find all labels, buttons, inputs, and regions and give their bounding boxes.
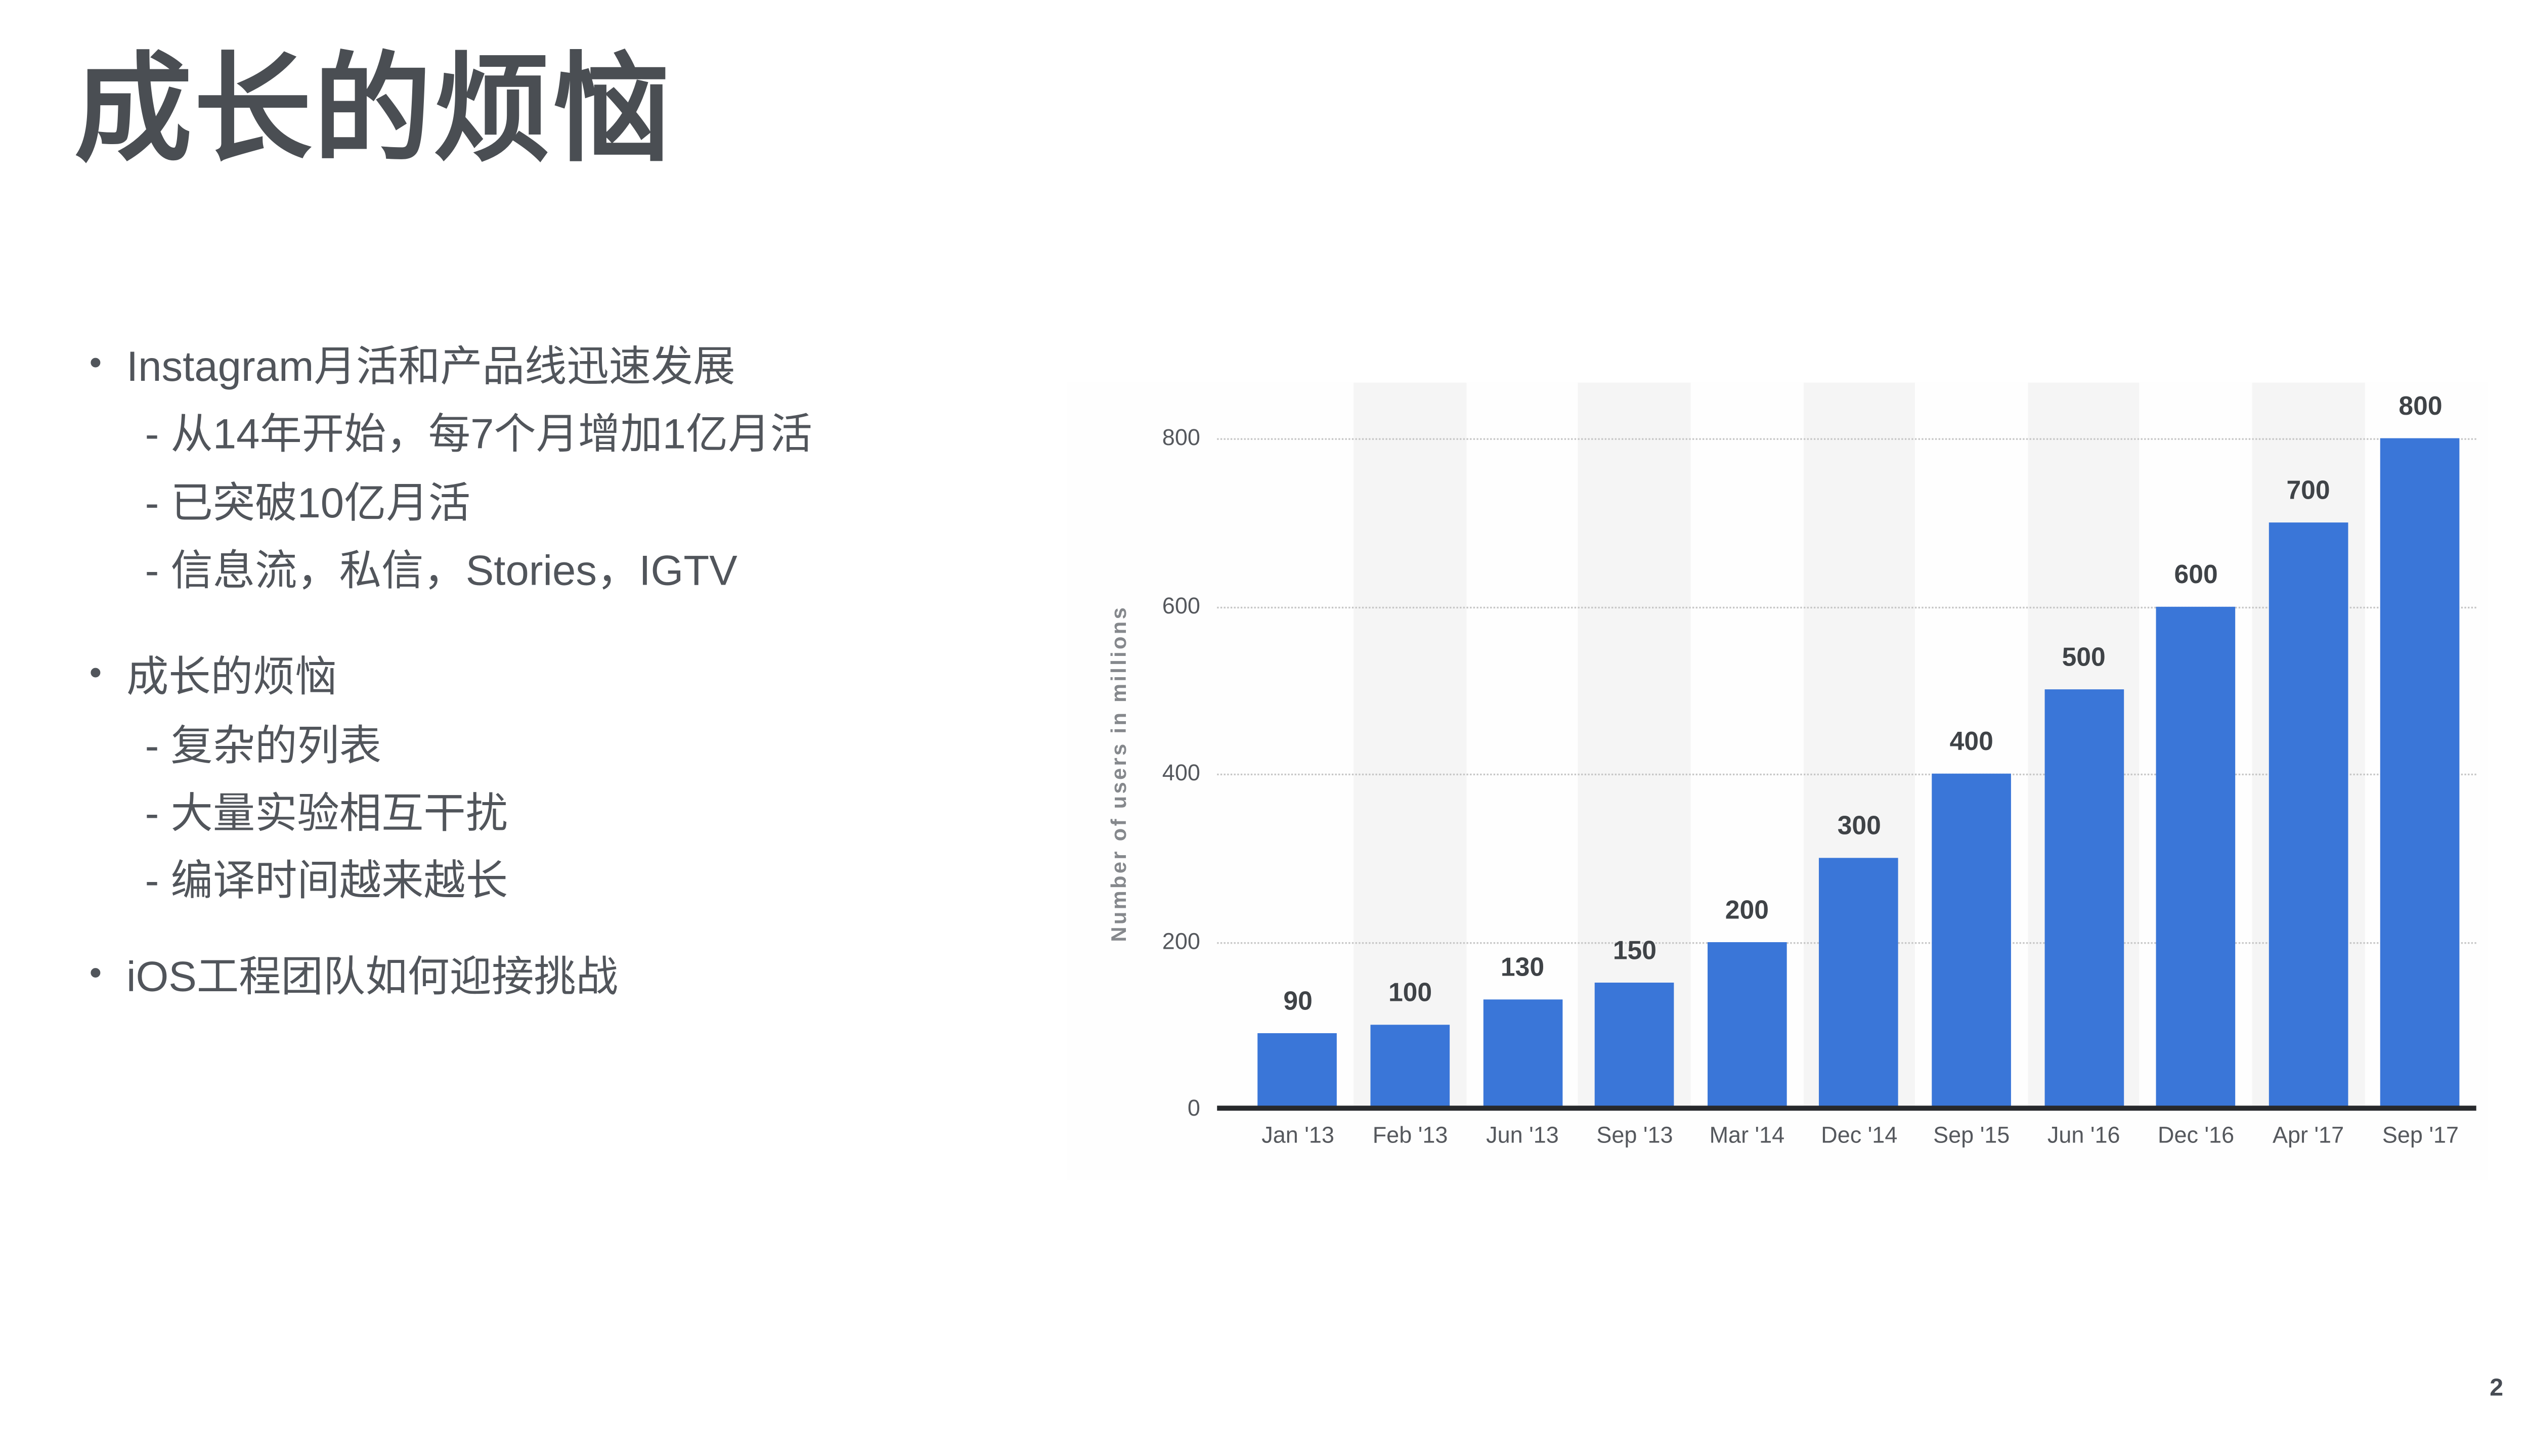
- chart-column: 700 Apr '17: [2252, 383, 2365, 1148]
- chart-column: 200 Mar '14: [1691, 383, 1803, 1148]
- bullet-heading: • iOS工程团队如何迎接挑战: [76, 940, 1020, 1007]
- bullet-group: • Instagram月活和产品线迅速发展 - 从14年开始，每7个月增加1亿月活 -…: [76, 330, 1020, 602]
- gridline-600: [1217, 606, 2476, 608]
- chart-column: 90 Jan '13: [1242, 383, 1354, 1148]
- x-tick-label: Sep '15: [1933, 1122, 2010, 1148]
- bar-Dec-16: [2156, 606, 2236, 1109]
- bar-value-label: 200: [1725, 896, 1769, 924]
- page-number: 2: [2490, 1375, 2504, 1402]
- bar-Sep-15: [1932, 773, 2012, 1109]
- page-title: 成长的烦恼: [74, 43, 673, 175]
- bullet-subitem: - 大量实验相互干扰: [145, 790, 508, 838]
- users-bar-chart: Number of users in millions 0 200 400 600 80…: [1067, 382, 2489, 1180]
- y-tick-label: 600: [1162, 592, 1200, 618]
- bullet-group: • 成长的烦恼 - 复杂的列表 - 大量实验相互干扰 - 编译时间越来越长: [76, 641, 1020, 912]
- gridline-400: [1217, 773, 2476, 776]
- x-tick-label: Apr '17: [2272, 1122, 2344, 1148]
- bullet-list: • Instagram月活和产品线迅速发展 - 从14年开始，每7个月增加1亿月活 -…: [76, 330, 1020, 1007]
- chart-column: 100 Feb '13: [1354, 383, 1466, 1148]
- gridline-800: [1217, 438, 2476, 440]
- bullet-subitem: - 编译时间越来越长: [145, 858, 508, 906]
- y-tick-label: 200: [1162, 928, 1200, 953]
- bar-Sep-13: [1595, 983, 1675, 1109]
- chart-column: 600 Dec '16: [2140, 383, 2252, 1148]
- chart-column: 400 Sep '15: [1915, 383, 2028, 1148]
- bar-Feb-13: [1370, 1025, 1450, 1109]
- bar-value-label: 150: [1612, 938, 1657, 966]
- bar-Apr-17: [2269, 522, 2348, 1109]
- x-tick-label: Jun '13: [1486, 1122, 1559, 1148]
- bar-Jun-16: [2044, 689, 2124, 1109]
- bullet-heading: • Instagram月活和产品线迅速发展: [76, 330, 1020, 398]
- bar-Mar-14: [1707, 941, 1787, 1109]
- bullet-subitem: - 复杂的列表: [145, 722, 382, 770]
- y-tick-label: 400: [1162, 760, 1200, 786]
- bullet-heading: • 成长的烦恼: [76, 641, 1020, 709]
- x-tick-label: Jun '16: [2047, 1122, 2120, 1148]
- bullet-heading-text: Instagram月活和产品线迅速发展: [126, 344, 735, 391]
- chart-column: 130 Jun '13: [1466, 383, 1579, 1148]
- bar-value-label: 500: [2062, 644, 2106, 673]
- x-tick-label: Sep '13: [1596, 1122, 1673, 1148]
- column-stripe: [1354, 382, 1467, 1109]
- bar-Sep-17: [2381, 438, 2460, 1109]
- x-tick-label: Dec '16: [2158, 1122, 2235, 1148]
- chart-column: 300 Dec '14: [1803, 383, 1915, 1148]
- bullet-subitem: - 从14年开始，每7个月增加1亿月活: [145, 412, 812, 459]
- chart-column: 500 Jun '16: [2028, 383, 2140, 1148]
- bullet-group: • iOS工程团队如何迎接挑战: [76, 940, 1020, 1007]
- bullet-heading-text: iOS工程团队如何迎接挑战: [126, 953, 619, 1001]
- x-axis-line: [1217, 1106, 2476, 1110]
- bullet-heading-text: 成长的烦恼: [126, 654, 337, 702]
- bar-Jun-13: [1482, 1000, 1562, 1109]
- chart-column: 800 Sep '17: [2365, 383, 2477, 1148]
- y-tick-label: 0: [1187, 1095, 1200, 1121]
- bar-value-label: 300: [1837, 812, 1881, 841]
- bar-value-label: 800: [2399, 392, 2443, 422]
- x-tick-label: Mar '14: [1709, 1122, 1785, 1148]
- bar-value-label: 130: [1500, 954, 1545, 984]
- bullet-dot-icon: •: [89, 953, 102, 992]
- x-tick-label: Dec '14: [1821, 1122, 1898, 1148]
- bar-value-label: 400: [1949, 728, 1993, 757]
- chart-columns: 90 Jan '13 100 Feb '13 130 Jun '13 150 Sep '13 2…: [1242, 383, 2477, 1148]
- bar-Jan-13: [1258, 1033, 1338, 1109]
- bar-value-label: 100: [1388, 980, 1432, 1008]
- y-tick-label: 800: [1162, 424, 1200, 450]
- x-tick-label: Sep '17: [2382, 1122, 2459, 1148]
- bullet-dot-icon: •: [89, 344, 102, 383]
- bullet-subitem: - 信息流，私信，Stories，IGTV: [145, 548, 737, 595]
- bar-value-label: 90: [1283, 988, 1313, 1017]
- bullet-subitem: - 已突破10亿月活: [145, 479, 471, 527]
- x-tick-label: Jan '13: [1261, 1122, 1334, 1148]
- chart-column: 150 Sep '13: [1579, 383, 1691, 1148]
- x-tick-label: Feb '13: [1372, 1122, 1448, 1148]
- bar-value-label: 600: [2174, 560, 2218, 589]
- bullet-dot-icon: •: [89, 654, 102, 693]
- bar-Dec-14: [1819, 857, 1899, 1109]
- bar-value-label: 700: [2286, 476, 2330, 505]
